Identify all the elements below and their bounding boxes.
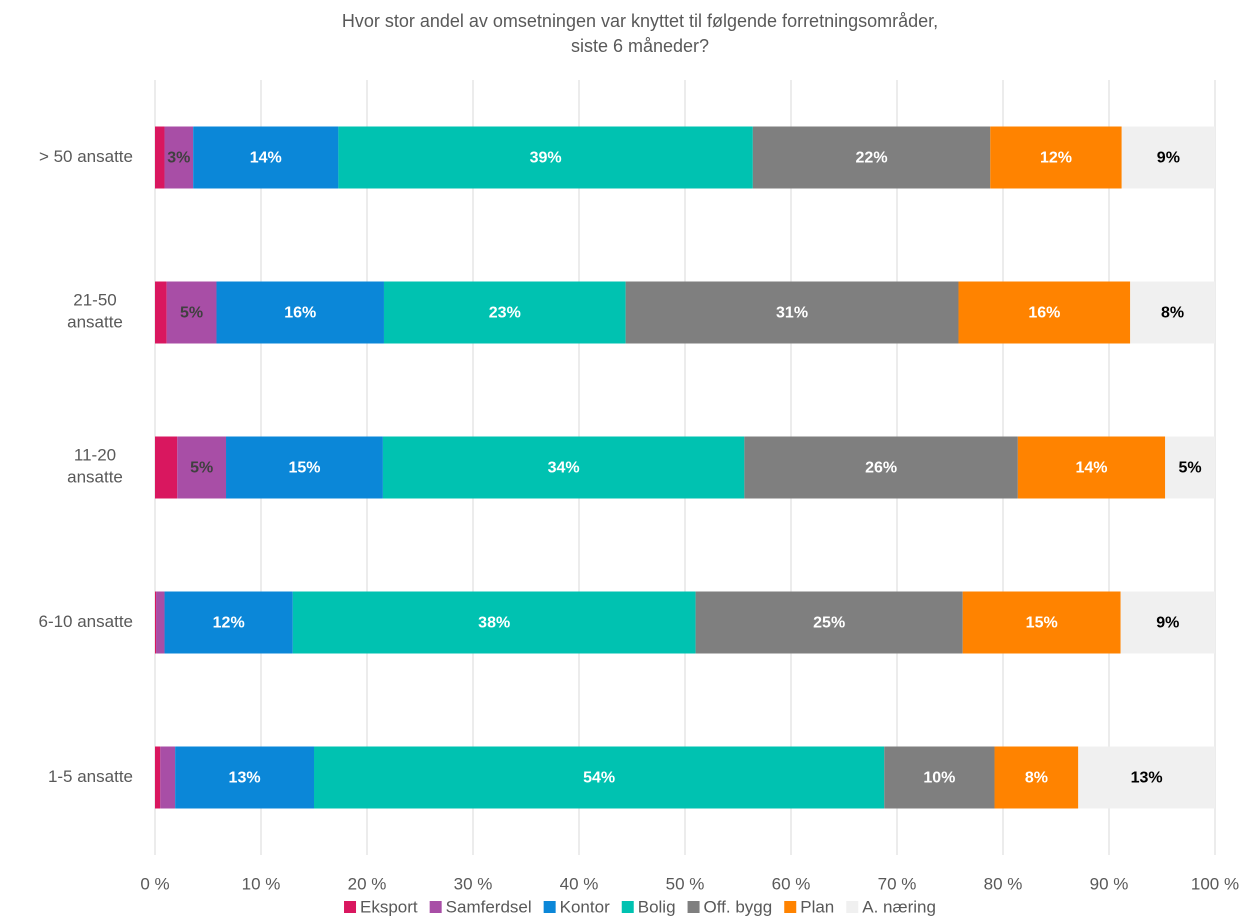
legend-swatch [621, 901, 634, 913]
bar-segment [175, 746, 314, 809]
data-label: 9% [1156, 615, 1179, 632]
x-tick-label: 10 % [242, 874, 281, 893]
data-label: 16% [1028, 305, 1060, 322]
data-label: 34% [548, 460, 580, 477]
data-label: 5% [180, 305, 203, 322]
bar-segment [155, 746, 161, 809]
bar-segment [155, 591, 157, 654]
bar-segment [166, 281, 217, 344]
data-label: 23% [489, 305, 521, 322]
data-label: 13% [1131, 770, 1163, 787]
data-label: 54% [583, 770, 615, 787]
bar-segment [884, 746, 995, 809]
legend-label: Off. bygg [704, 897, 773, 916]
data-label: 15% [1026, 615, 1058, 632]
data-label: 8% [1161, 305, 1184, 322]
bar-segment [155, 126, 165, 189]
data-label: 25% [813, 615, 845, 632]
y-tick-label: 21-50 ansatte [67, 291, 123, 332]
chart-title: Hvor stor andel av omsetningen var knytt… [342, 11, 938, 56]
data-label: 5% [190, 460, 213, 477]
data-label: 14% [250, 150, 282, 167]
data-label: 16% [284, 305, 316, 322]
bar-segment [695, 591, 963, 654]
x-tick-label: 50 % [666, 874, 705, 893]
data-label: 3% [167, 150, 190, 167]
legend-label: A. næring [862, 897, 936, 916]
data-label: 15% [288, 460, 320, 477]
bar-segment [177, 436, 227, 499]
bar-segment [1130, 281, 1215, 344]
bar-segment [292, 591, 696, 654]
x-tick-label: 80 % [984, 874, 1023, 893]
legend-label: Samferdsel [446, 897, 532, 916]
y-tick-label: 6-10 ansatte [38, 612, 133, 631]
x-tick-label: 20 % [348, 874, 387, 893]
x-tick-label: 100 % [1191, 874, 1239, 893]
bar-segment [155, 436, 178, 499]
data-label: 39% [530, 150, 562, 167]
x-tick-label: 40 % [560, 874, 599, 893]
y-tick-label: > 50 ansatte [39, 147, 133, 166]
legend-swatch [344, 901, 357, 913]
legend-swatch [846, 901, 859, 913]
bar-segment [383, 281, 626, 344]
legend-label: Plan [800, 897, 834, 916]
bar-segment [1165, 436, 1215, 499]
bar-segment [382, 436, 745, 499]
data-label: 13% [229, 770, 261, 787]
y-tick-label: 1-5 ansatte [48, 767, 133, 786]
legend-label: Eksport [360, 897, 418, 916]
bar-segment [1121, 126, 1215, 189]
data-label: 10% [923, 770, 955, 787]
bar-segment [752, 126, 991, 189]
legend-label: Bolig [638, 897, 676, 916]
bar-segment [994, 746, 1079, 809]
data-label: 9% [1157, 150, 1180, 167]
data-label: 22% [856, 150, 888, 167]
bar-segment [958, 281, 1131, 344]
bar-segment [990, 126, 1122, 189]
bar-segment [164, 126, 194, 189]
bar-segment [193, 126, 339, 189]
bar-segment [744, 436, 1018, 499]
bar-segment [338, 126, 753, 189]
bar-segment [164, 591, 293, 654]
bar-segment [160, 746, 176, 809]
x-tick-label: 70 % [878, 874, 917, 893]
x-tick-label: 60 % [772, 874, 811, 893]
bar-segment [1017, 436, 1166, 499]
bar-segment [314, 746, 885, 809]
legend-swatch [429, 901, 442, 913]
legend-swatch [543, 901, 556, 913]
data-label: 31% [776, 305, 808, 322]
data-label: 12% [213, 615, 245, 632]
data-label: 5% [1179, 460, 1202, 477]
legend-swatch [784, 901, 797, 913]
bar-segment [226, 436, 383, 499]
bar-segment [216, 281, 384, 344]
data-label: 14% [1075, 460, 1107, 477]
bar-segment [155, 281, 167, 344]
bar-segment [1078, 746, 1215, 809]
bar-segment [625, 281, 959, 344]
x-tick-label: 0 % [140, 874, 169, 893]
data-label: 38% [478, 615, 510, 632]
x-tick-label: 90 % [1090, 874, 1129, 893]
bar-segment [156, 591, 165, 654]
legend-label: Kontor [560, 897, 610, 916]
bar-segment [962, 591, 1121, 654]
data-label: 12% [1040, 150, 1072, 167]
y-tick-label: 11-20 ansatte [67, 446, 123, 487]
data-label: 26% [865, 460, 897, 477]
legend-swatch [687, 901, 700, 913]
bar-segment [1120, 591, 1215, 654]
data-label: 8% [1025, 770, 1048, 787]
x-tick-label: 30 % [454, 874, 493, 893]
